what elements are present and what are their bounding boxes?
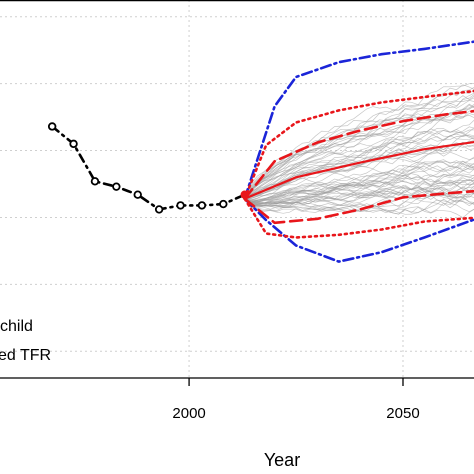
simulated-trajectory	[244, 114, 474, 200]
observed-point	[240, 190, 249, 199]
lower-80-pi-line	[243, 189, 474, 225]
observed-point	[112, 182, 121, 191]
simulated-trajectory	[244, 160, 474, 203]
simulated-trajectory	[244, 179, 474, 205]
axes: 2000 2050	[0, 0, 474, 422]
simulated-trajectory	[244, 168, 474, 201]
simulated-trajectory	[244, 110, 474, 199]
simulated-trajectory	[244, 180, 474, 205]
observed-point	[154, 205, 164, 214]
simulated-trajectory	[244, 198, 474, 215]
simulated-trajectory	[244, 87, 474, 200]
x-tick-label: 2050	[386, 405, 419, 422]
simulated-trajectories	[244, 83, 474, 219]
simulated-trajectory	[244, 105, 474, 200]
simulated-trajectory	[244, 159, 474, 199]
simulated-trajectory	[244, 167, 474, 204]
observed-point	[69, 139, 78, 149]
simulated-trajectory	[244, 165, 474, 203]
simulated-trajectory	[244, 127, 474, 200]
observed-point	[133, 190, 142, 199]
observed-point	[90, 177, 100, 186]
simulated-trajectory	[244, 129, 474, 200]
simulated-trajectory	[244, 151, 474, 199]
simulated-trajectory	[244, 160, 474, 201]
x-tick-label: 2000	[172, 405, 205, 422]
lower-half-child-line	[243, 197, 474, 263]
simulated-trajectory	[244, 186, 474, 205]
observed-point	[219, 199, 228, 209]
observed-point	[197, 201, 207, 210]
gridlines	[0, 0, 474, 378]
legend-entry-2: ed TFR	[0, 347, 51, 364]
observed-point	[47, 122, 57, 131]
series-lines	[47, 40, 474, 263]
upper-half-child-line	[243, 40, 474, 200]
upper-80-pi-line	[243, 109, 474, 200]
legend: child ed TFR	[0, 318, 51, 364]
simulated-trajectory	[244, 176, 474, 202]
median-projection-line	[243, 140, 474, 200]
simulated-trajectory	[244, 113, 474, 200]
simulated-trajectory	[244, 182, 474, 205]
simulated-trajectory	[244, 180, 474, 208]
simulated-trajectory	[244, 103, 474, 198]
lower-95-pi-line	[243, 197, 474, 239]
simulated-trajectory	[244, 198, 474, 219]
observed-point	[176, 201, 185, 210]
simulated-trajectory	[244, 169, 474, 204]
legend-entry-1: child	[0, 318, 33, 335]
observed-tfr-line	[50, 125, 246, 211]
x-axis-title: Year	[264, 450, 300, 470]
upper-95-pi-line	[243, 89, 474, 200]
simulated-trajectory	[244, 189, 474, 207]
